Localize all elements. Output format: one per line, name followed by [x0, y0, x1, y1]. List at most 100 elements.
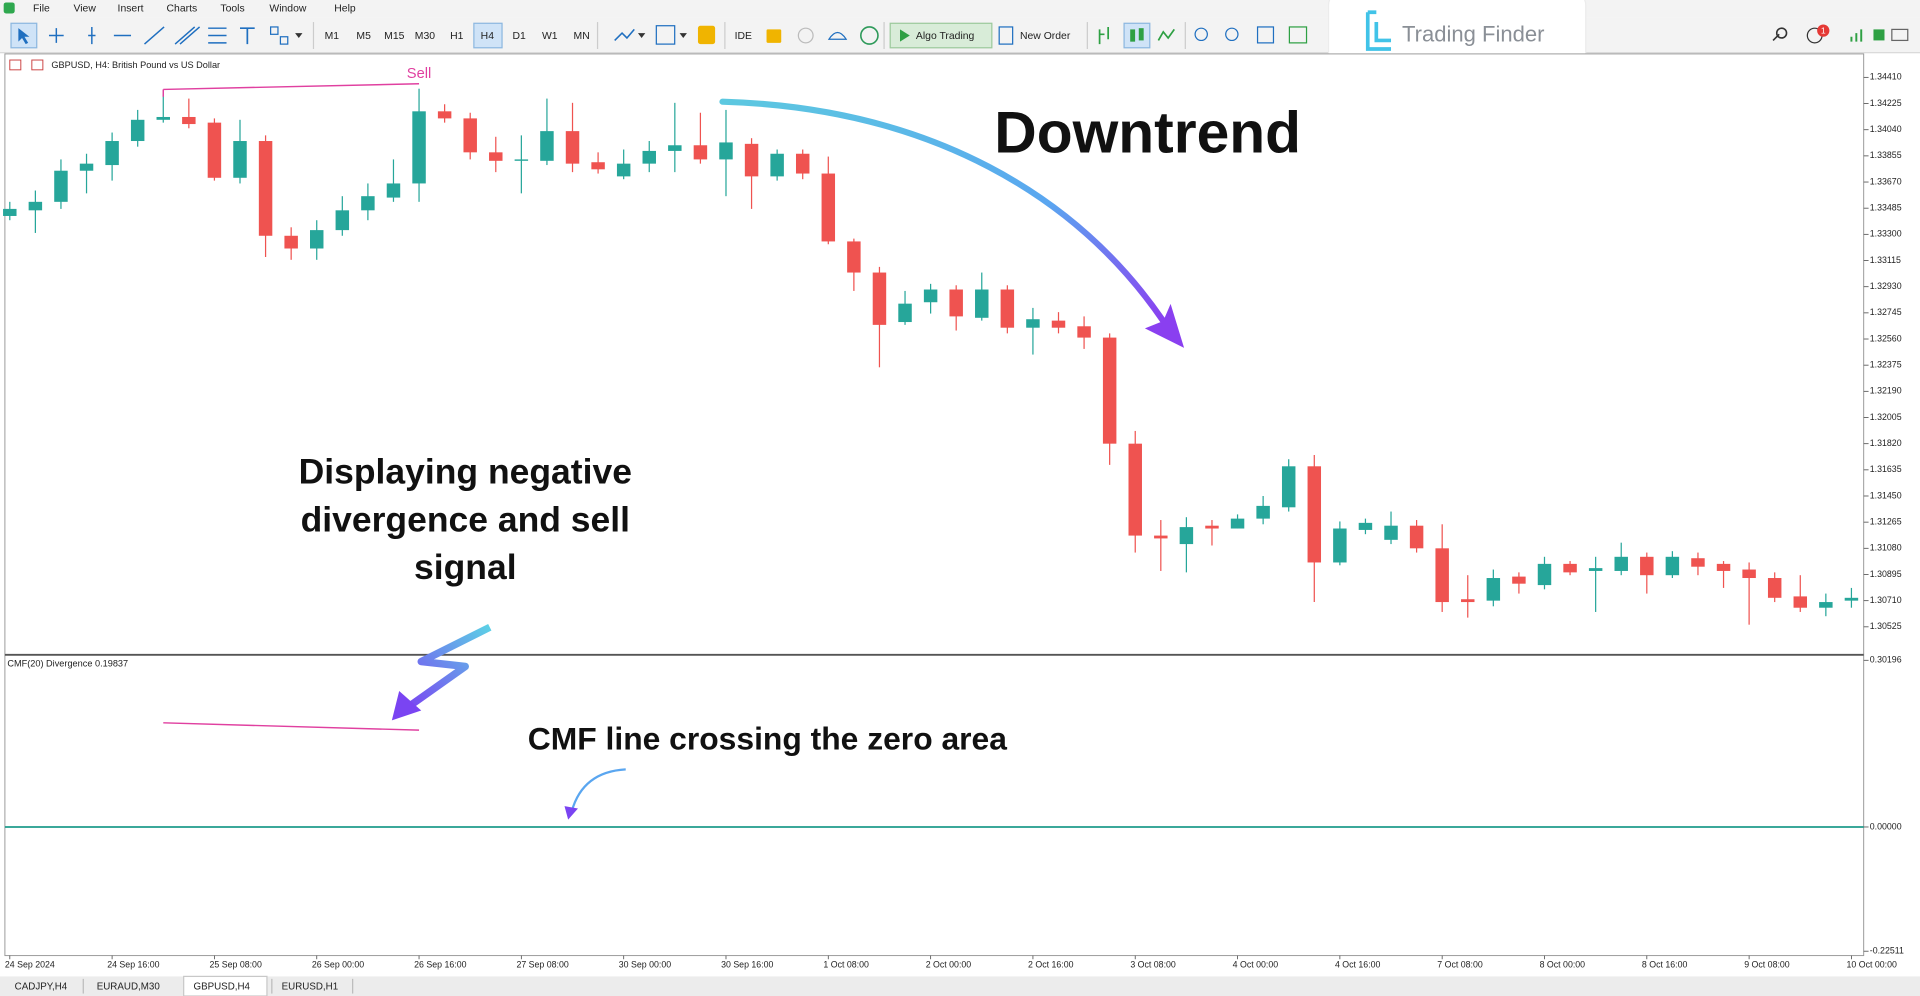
market-icon[interactable] — [697, 25, 716, 45]
x-tick-label: 8 Oct 00:00 — [1540, 960, 1586, 970]
dropdown-icon[interactable] — [637, 33, 646, 38]
candles-button[interactable] — [1123, 22, 1151, 49]
candle-body — [1588, 568, 1603, 571]
x-tick-label: 8 Oct 16:00 — [1642, 960, 1688, 970]
cloud-icon[interactable] — [827, 31, 848, 40]
candle-body — [949, 289, 963, 317]
fibo-icon[interactable] — [208, 27, 227, 44]
candle-body — [1333, 528, 1347, 563]
bars-icon[interactable] — [1098, 26, 1110, 45]
indicator-title: CMF(20) Divergence 0.19837 — [7, 658, 128, 668]
candle-body — [1793, 596, 1808, 608]
vps-icon[interactable] — [860, 26, 879, 45]
indicators-icon[interactable] — [614, 28, 635, 41]
candle-body — [1537, 563, 1552, 586]
search-icon — [1775, 27, 1788, 39]
status-icon — [1873, 29, 1885, 41]
x-tick-label: 4 Oct 00:00 — [1233, 960, 1279, 970]
timeframe[interactable]: D1 — [513, 31, 527, 42]
candle-body — [668, 145, 682, 151]
signal-bars — [1850, 29, 1863, 42]
zoom-out-icon[interactable] — [1225, 27, 1239, 42]
tab-bar — [0, 976, 1920, 996]
candle-body — [540, 131, 554, 161]
timeframe[interactable]: H1 — [450, 31, 464, 42]
algo-trading-label[interactable]: Algo Trading — [916, 31, 975, 42]
line-chart-icon[interactable] — [1157, 28, 1175, 41]
new-order-label[interactable]: New Order — [1020, 31, 1071, 42]
y-tick-label: 1.30710 — [1870, 595, 1902, 605]
arrow-head — [391, 690, 422, 721]
candle-body — [130, 119, 145, 142]
timeframe[interactable]: H4 — [481, 31, 495, 42]
candle-body — [1767, 578, 1782, 598]
candle-body — [156, 116, 171, 120]
tab[interactable]: CADJPY,H4 — [15, 981, 68, 992]
zero-cross-arrow — [570, 768, 626, 812]
window-icon[interactable] — [1891, 28, 1909, 42]
menu-item[interactable]: Insert — [118, 3, 144, 14]
menu-item[interactable]: Window — [269, 3, 306, 14]
menu-item[interactable]: View — [73, 3, 96, 14]
text-icon[interactable] — [240, 27, 255, 45]
x-tick-label: 1 Oct 08:00 — [823, 960, 869, 970]
candle-body — [1179, 527, 1194, 545]
tab[interactable]: EURUSD,H1 — [282, 981, 339, 992]
candle-body — [437, 111, 452, 119]
timeframe[interactable]: M30 — [415, 31, 435, 42]
candle-body — [258, 141, 273, 236]
new-order-icon[interactable] — [998, 26, 1014, 45]
trendline-icon[interactable] — [144, 26, 165, 45]
crosshair-icon[interactable] — [48, 28, 64, 43]
candle-body — [1435, 548, 1449, 603]
tab[interactable]: EURAUD,M30 — [97, 981, 161, 992]
x-tick-label: 2 Oct 00:00 — [926, 960, 972, 970]
timeframe[interactable]: M1 — [325, 31, 340, 42]
x-tick-label: 26 Sep 00:00 — [312, 960, 364, 970]
y-tick-label: -0.22511 — [1870, 946, 1904, 956]
y-tick-label: 1.34040 — [1870, 124, 1902, 134]
signal-icon[interactable] — [797, 27, 814, 44]
notification-count: 1 — [1821, 26, 1826, 36]
candle-body — [1205, 525, 1219, 529]
candle-body — [898, 303, 912, 323]
template-icon[interactable] — [655, 25, 676, 45]
candle-body — [1154, 535, 1168, 539]
y-tick-label: 1.31635 — [1870, 464, 1902, 474]
menu-item[interactable]: Tools — [220, 3, 244, 14]
candle-body — [514, 159, 529, 161]
timeframe[interactable]: MN — [574, 31, 590, 42]
dropdown-icon[interactable] — [295, 33, 303, 38]
candle-body — [310, 230, 324, 249]
autoscroll-icon[interactable] — [1288, 26, 1308, 44]
arrow-head — [1144, 303, 1185, 348]
candle-body — [361, 196, 375, 211]
y-tick-label: 1.33855 — [1870, 150, 1902, 160]
tab[interactable]: GBPUSD,H4 — [193, 981, 250, 992]
tab-active — [183, 975, 268, 996]
candle-body — [642, 150, 656, 164]
shapes-icon[interactable] — [270, 26, 279, 35]
search-icon[interactable] — [1772, 33, 1780, 41]
dropdown-icon[interactable] — [679, 33, 687, 38]
menu-item[interactable]: Help — [334, 3, 356, 14]
candle-body — [1819, 602, 1833, 608]
menu-item[interactable]: Charts — [167, 3, 198, 14]
y-tick-label: 1.30525 — [1870, 621, 1902, 631]
zoom-in-icon[interactable] — [1194, 27, 1208, 42]
vline-icon[interactable] — [88, 26, 96, 45]
tile-icon[interactable] — [1256, 26, 1275, 44]
divergence-line — [163, 722, 420, 731]
annotation-divergence: divergence and sell — [301, 499, 630, 539]
channel-icon[interactable] — [174, 26, 201, 45]
menu-item[interactable]: File — [33, 3, 50, 14]
algo-trading-button[interactable] — [889, 22, 993, 49]
timeframe[interactable]: W1 — [542, 31, 558, 42]
candle-body — [1102, 337, 1117, 444]
timeframe[interactable]: M5 — [356, 31, 371, 42]
lock-icon[interactable] — [766, 29, 782, 43]
ide-button[interactable]: IDE — [735, 31, 752, 42]
sell-label: Sell — [407, 66, 431, 82]
y-tick-label: 0.00000 — [1870, 821, 1902, 831]
timeframe[interactable]: M15 — [384, 31, 404, 42]
